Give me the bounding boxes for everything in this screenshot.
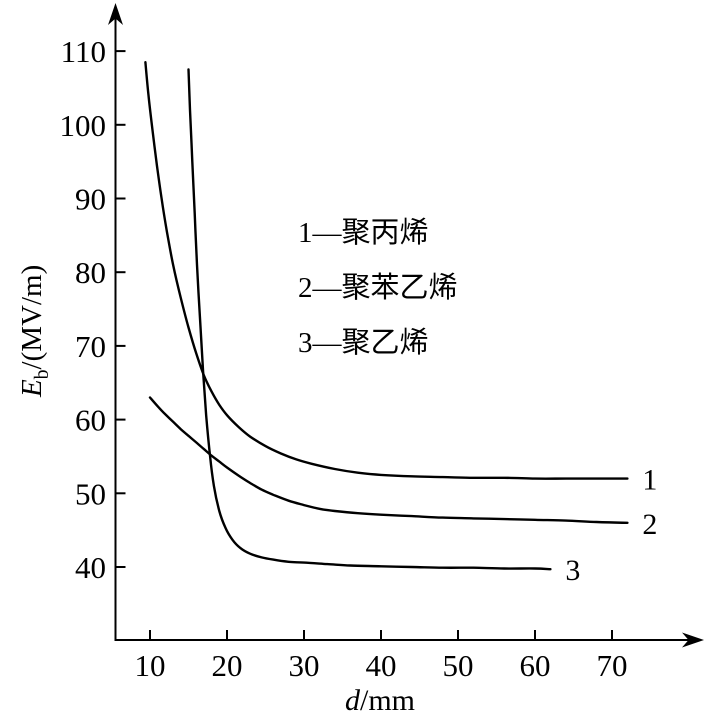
curve-end-label-3: 3 — [565, 554, 580, 587]
y-axis-title: Eb/(MV/m) — [16, 226, 54, 436]
legend-item-3: 3—聚乙烯 — [298, 327, 429, 359]
legend-item-2: 2—聚苯乙烯 — [298, 272, 458, 304]
x-axis-arrow — [682, 632, 704, 648]
y-tick-label: 90 — [75, 182, 106, 217]
y-tick-label: 80 — [75, 255, 106, 290]
x-axis-symbol: d — [344, 684, 360, 717]
y-tick-label: 50 — [75, 476, 106, 511]
x-tick-label: 30 — [289, 648, 320, 683]
y-axis-arrow — [108, 3, 123, 25]
y-tick-label: 60 — [75, 403, 106, 438]
y-tick-label: 40 — [75, 550, 106, 585]
x-tick-label: 70 — [597, 648, 628, 683]
curve-3 — [187, 68, 552, 571]
curve-end-label-2: 2 — [642, 508, 657, 541]
x-tick-label: 10 — [135, 648, 166, 683]
curve-1 — [144, 61, 629, 480]
y-tick-label: 110 — [61, 34, 106, 69]
y-tick-label: 100 — [60, 108, 107, 143]
x-tick-label: 20 — [212, 648, 243, 683]
x-axis-title: d/mm — [280, 684, 480, 718]
legend: 1—聚丙烯 2—聚苯乙烯 3—聚乙烯 — [298, 206, 458, 371]
x-tick-label: 40 — [366, 648, 397, 683]
x-axis-unit: /mm — [359, 684, 415, 717]
curve-end-label-1: 1 — [642, 464, 657, 497]
curve-2 — [148, 396, 629, 524]
y-axis-unit: /(MV/m) — [16, 264, 49, 370]
y-tick-label: 70 — [75, 329, 106, 364]
y-axis-subscript: b — [30, 369, 53, 380]
x-tick-label: 50 — [443, 648, 474, 683]
y-axis-symbol: E — [16, 379, 49, 398]
x-tick-label: 60 — [520, 648, 551, 683]
legend-item-1: 1—聚丙烯 — [298, 217, 429, 249]
